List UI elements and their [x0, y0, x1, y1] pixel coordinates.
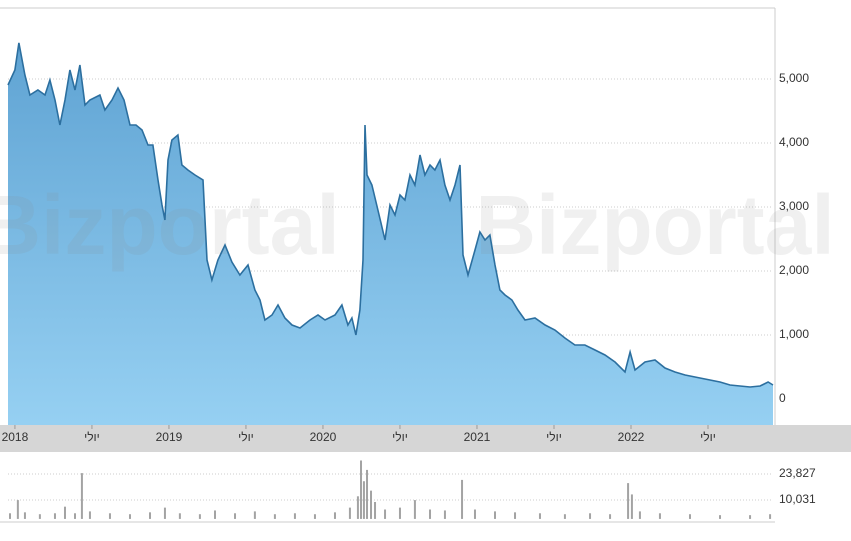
volume-bar [609, 514, 612, 519]
volume-bar [494, 511, 497, 519]
volume-bar [413, 500, 416, 519]
y-tick-label: 10,031 [779, 492, 816, 506]
volume-bar [348, 507, 351, 519]
volume-bar [63, 506, 66, 519]
volume-bar [333, 512, 336, 519]
watermark: Bizportal [475, 178, 834, 272]
y-tick-label: 3,000 [779, 199, 809, 213]
volume-bar [429, 509, 432, 519]
volume-bar [630, 494, 633, 519]
volume-bar [313, 514, 316, 519]
volume-bar [178, 513, 181, 519]
volume-bar [9, 513, 12, 519]
area-fill [8, 42, 773, 426]
y-tick-label: 1,000 [779, 327, 809, 341]
volume-bar [443, 510, 446, 519]
volume-bar [23, 512, 26, 519]
volume-bar [514, 512, 517, 519]
volume-bar [589, 513, 592, 519]
volume-bar [384, 509, 387, 519]
volume-bar [38, 514, 41, 519]
volume-bar [128, 514, 131, 519]
volume-bar [538, 513, 541, 519]
x-tick-label: יולי [392, 430, 408, 444]
volume-bar [198, 514, 201, 519]
volume-bar [253, 511, 256, 519]
volume-bar [356, 496, 359, 519]
volume-bar [293, 513, 296, 519]
volume-bar [769, 514, 772, 519]
volume-bar [213, 510, 216, 519]
volume-bar [658, 513, 661, 519]
volume-bar [163, 507, 166, 519]
volume-bar [88, 511, 91, 519]
x-axis-band [0, 425, 851, 452]
watermark: Bizportal [0, 178, 340, 272]
y-tick-label: 5,000 [779, 71, 809, 85]
volume-bar [80, 473, 83, 519]
volume-bar [563, 514, 566, 519]
x-tick-label: 2018 [2, 430, 29, 444]
x-tick-label: 2019 [156, 430, 183, 444]
volume-bar [108, 513, 111, 519]
y-tick-label: 2,000 [779, 263, 809, 277]
x-tick-label: 2020 [310, 430, 337, 444]
x-tick-label: 2021 [464, 430, 491, 444]
volume-bar [374, 501, 377, 519]
y-tick-label: 4,000 [779, 135, 809, 149]
volume-bar [366, 469, 369, 519]
x-tick-label: יולי [546, 430, 562, 444]
x-tick-label: יולי [84, 430, 100, 444]
volume-bar [273, 514, 276, 519]
volume-bar [398, 507, 401, 519]
volume-bar [370, 490, 373, 519]
volume-bar [362, 481, 365, 519]
volume-bar [73, 513, 76, 519]
volume-bar [16, 500, 19, 519]
volume-bar [627, 483, 630, 519]
x-tick-label: 2022 [618, 430, 645, 444]
x-tick-label: יולי [700, 430, 716, 444]
y-tick-label: 23,827 [779, 466, 816, 480]
volume-bar [360, 460, 363, 519]
volume-bar [719, 515, 722, 519]
volume-bar [234, 513, 237, 519]
volume-bar [149, 512, 152, 519]
volume-bar [53, 513, 56, 519]
y-tick-label: 0 [779, 391, 786, 405]
volume-bar [638, 511, 641, 519]
volume-bar [749, 515, 752, 519]
volume-bar [473, 509, 476, 519]
volume-bar [461, 479, 464, 519]
price-line [7, 42, 774, 388]
x-tick-label: יולי [238, 430, 254, 444]
volume-bar [688, 514, 691, 519]
